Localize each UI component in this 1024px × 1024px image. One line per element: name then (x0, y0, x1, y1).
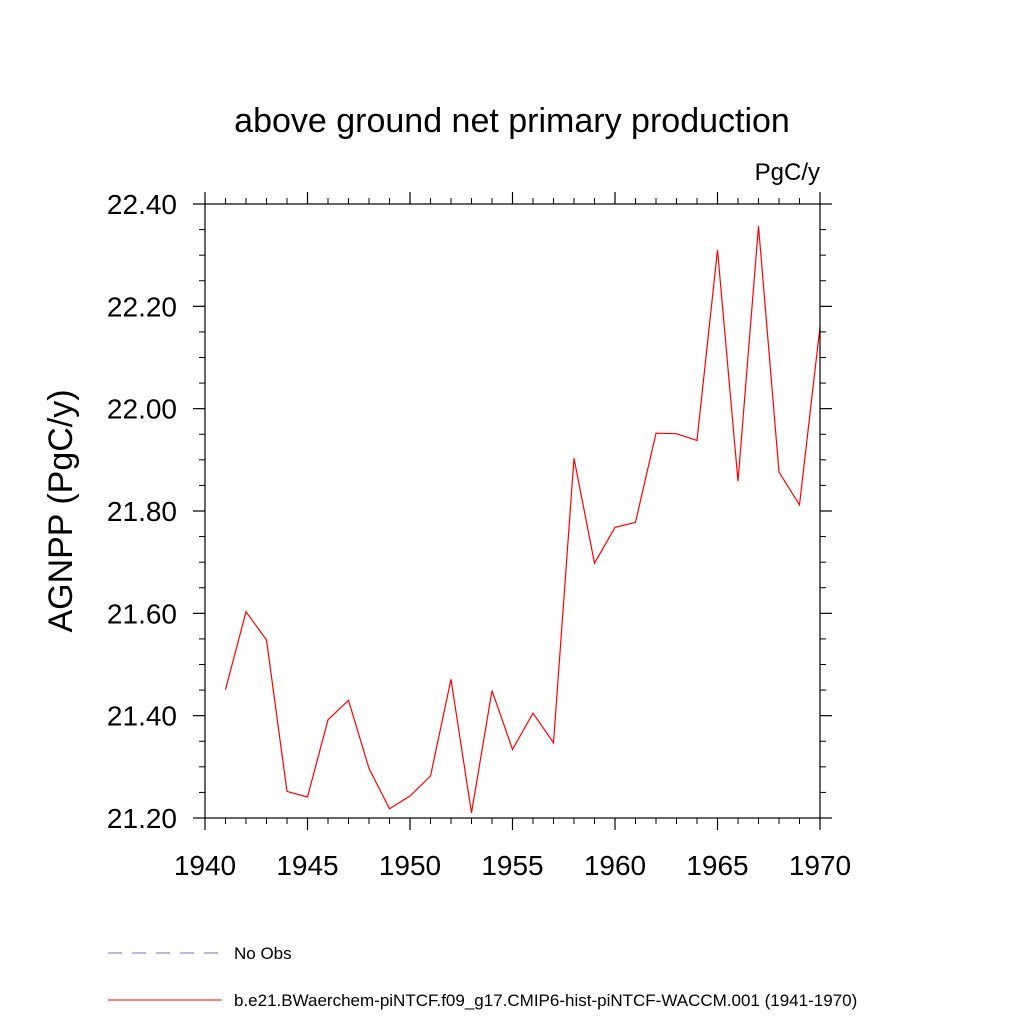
legend-label-model: b.e21.BWaerchem-piNTCF.f09_g17.CMIP6-his… (234, 991, 857, 1010)
y-tick-label: 22.40 (107, 189, 177, 220)
x-tick-label: 1960 (584, 850, 646, 881)
units-label: PgC/y (755, 159, 820, 186)
y-tick-label: 22.00 (107, 394, 177, 425)
y-axis-label: AGNPP (PgC/y) (42, 389, 80, 632)
legend-label-no-obs: No Obs (234, 944, 292, 963)
y-tick-label: 21.80 (107, 496, 177, 527)
plot-frame (204, 203, 821, 819)
x-tick-label: 1965 (686, 850, 748, 881)
x-tick-label: 1955 (481, 850, 543, 881)
x-tick-label: 1945 (276, 850, 338, 881)
axis-ticks (193, 192, 832, 830)
y-tick-label: 21.40 (107, 701, 177, 732)
y-tick-label: 21.60 (107, 598, 177, 629)
series-lines (224, 225, 821, 813)
tick-labels: 1940 1945 1950 1955 1960 1965 1970 21.20 21.40 21… (107, 189, 851, 881)
chart-title: above ground net primary production (234, 102, 790, 140)
x-tick-label: 1950 (379, 850, 441, 881)
legend: No Obs b.e21.BWaerchem-piNTCF.f09_g17.CM… (108, 944, 857, 1010)
y-tick-label: 22.20 (107, 291, 177, 322)
series-line (224, 225, 821, 813)
x-tick-label: 1940 (174, 850, 236, 881)
y-tick-label: 21.20 (107, 803, 177, 834)
x-tick-label: 1970 (789, 850, 851, 881)
